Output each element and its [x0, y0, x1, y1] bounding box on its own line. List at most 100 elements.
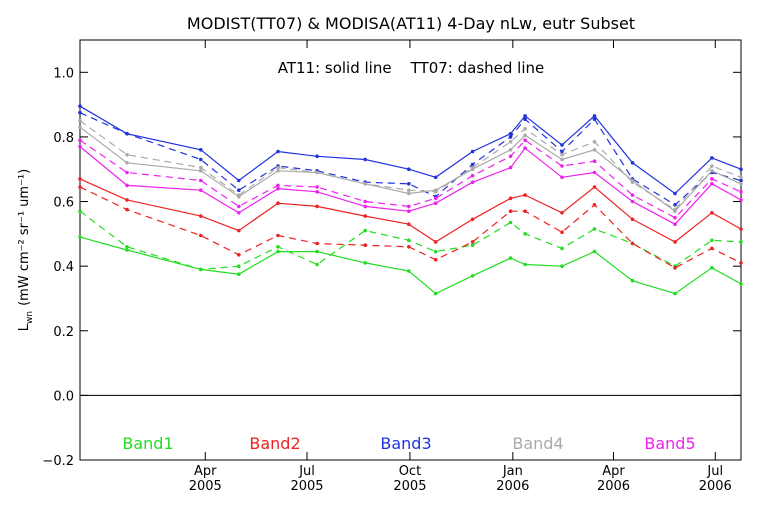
data-point	[523, 193, 527, 197]
data-point	[125, 152, 129, 157]
data-point	[560, 230, 564, 234]
data-point	[630, 217, 635, 222]
data-point	[199, 178, 203, 183]
data-point	[592, 249, 597, 254]
data-point	[433, 291, 438, 296]
data-point	[407, 245, 411, 249]
data-point	[508, 165, 513, 170]
data-point	[739, 175, 743, 180]
data-point	[199, 188, 203, 192]
data-point	[592, 159, 597, 163]
data-point	[407, 204, 411, 209]
data-point	[710, 182, 714, 186]
data-point	[739, 190, 743, 194]
data-point	[508, 135, 513, 139]
x-tick-label-year: 2005	[290, 479, 323, 494]
data-point	[237, 228, 241, 233]
x-tick-label-year: 2005	[189, 479, 222, 494]
data-point	[470, 167, 475, 171]
data-point	[470, 217, 475, 222]
data-point	[276, 201, 280, 205]
data-point	[470, 243, 475, 247]
data-point	[592, 148, 597, 152]
data-point	[508, 220, 513, 225]
data-point	[125, 198, 129, 202]
x-tick-label-month: Jan	[502, 464, 523, 479]
data-point	[523, 133, 527, 138]
y-axis: −0.2 0.0 0.2 0.4 0.6 0.8 1.0	[42, 66, 741, 469]
data-point	[508, 148, 513, 152]
data-point	[78, 144, 82, 149]
data-point	[508, 140, 513, 144]
line-style-annotation: AT11: solid line TT07: dashed line	[278, 59, 545, 77]
data-point	[560, 157, 564, 162]
data-point	[237, 253, 241, 257]
y-tick-label: 0.8	[53, 131, 74, 146]
data-point	[276, 149, 280, 154]
data-point	[237, 264, 241, 269]
data-point	[470, 180, 475, 184]
data-point	[237, 211, 241, 215]
data-point	[315, 190, 319, 194]
data-point	[673, 203, 677, 207]
data-point	[592, 114, 597, 118]
data-point	[673, 266, 677, 270]
data-point	[237, 188, 241, 192]
data-point	[433, 196, 438, 201]
series-band5	[78, 138, 743, 226]
data-point	[78, 138, 82, 142]
data-point	[78, 119, 82, 123]
legend-label: Band3	[380, 434, 431, 453]
data-point	[739, 227, 743, 231]
data-point	[560, 149, 564, 154]
data-point	[592, 117, 597, 121]
data-point	[237, 204, 241, 209]
data-point	[315, 185, 319, 189]
data-point	[78, 235, 82, 239]
data-point	[407, 222, 411, 226]
data-point	[199, 169, 203, 173]
data-point	[523, 262, 527, 267]
data-point	[630, 193, 635, 197]
data-point	[630, 199, 635, 204]
data-point	[433, 249, 438, 254]
data-point	[315, 241, 319, 246]
y-tick-label: 0.2	[53, 325, 74, 340]
series-line-solid	[79, 236, 742, 295]
data-point	[237, 272, 241, 277]
data-point	[125, 248, 129, 252]
data-point	[673, 209, 677, 213]
data-point	[673, 291, 677, 296]
y-tick-label: 0.4	[53, 260, 74, 275]
data-point	[125, 131, 129, 136]
data-point	[407, 191, 411, 196]
data-point	[78, 185, 82, 189]
data-point	[739, 240, 743, 244]
data-point	[433, 257, 438, 262]
data-point	[315, 249, 319, 254]
data-point	[560, 246, 564, 251]
data-point	[523, 138, 527, 142]
series-line-solid	[79, 105, 742, 195]
data-point	[630, 161, 635, 165]
data-point	[363, 261, 368, 265]
data-point	[523, 117, 527, 121]
data-point	[433, 201, 438, 205]
data-point	[710, 164, 714, 168]
data-point	[673, 240, 677, 244]
x-tick-label-month: Oct	[399, 464, 421, 479]
data-point	[315, 154, 319, 159]
x-tick-label-year: 2005	[393, 479, 426, 494]
data-point	[125, 207, 129, 212]
data-point	[125, 170, 129, 175]
data-point	[470, 162, 475, 167]
data-point	[508, 209, 513, 213]
data-point	[363, 204, 368, 209]
data-point	[560, 164, 564, 168]
data-point	[470, 149, 475, 154]
data-point	[407, 238, 411, 243]
data-point	[739, 178, 743, 183]
series-layer	[78, 104, 743, 296]
data-point	[315, 170, 319, 175]
series-band2	[78, 177, 743, 270]
